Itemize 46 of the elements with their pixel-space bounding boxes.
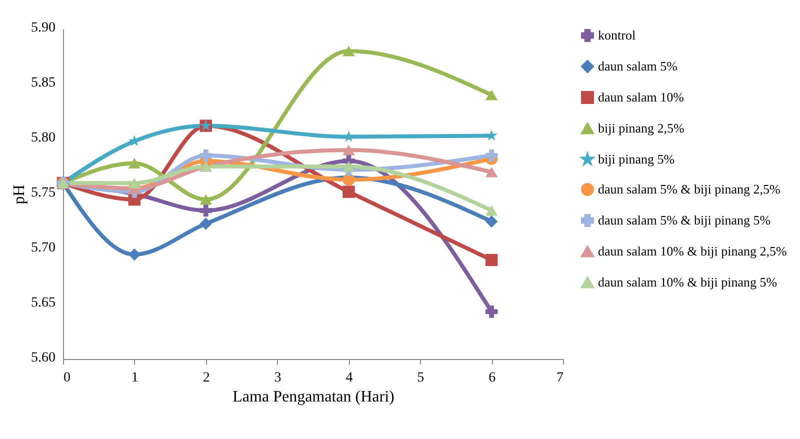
point [485, 254, 498, 266]
y-tick-label: 5.90 [31, 20, 56, 36]
point [128, 178, 141, 188]
x-axis-title: Lama Pengamatan (Hari) [232, 388, 394, 406]
point [485, 205, 498, 216]
y-axis-title: pH [11, 184, 28, 204]
x-tick-label: 7 [556, 370, 564, 386]
point [342, 46, 355, 56]
x-tick-label: 5 [417, 370, 424, 386]
point [342, 186, 355, 198]
y-tick-label: 5.75 [31, 186, 56, 200]
legend-label: daun salam 10% & biji pinang 5% [598, 274, 778, 290]
point [342, 161, 355, 172]
legend-label: daun salam 10% & biji pinang 2,5% [598, 244, 787, 258]
y-tick-label: 5.80 [31, 130, 56, 146]
point [200, 194, 212, 205]
x-tick-label: 1 [131, 370, 138, 386]
legend-label: daun salam 5% & biji pinang 5% [598, 212, 771, 228]
legend-label: biji pinang 5% [598, 152, 675, 166]
point [342, 144, 355, 156]
point [200, 204, 212, 217]
point [485, 215, 498, 228]
point [342, 174, 355, 186]
y-tick-label: 5.70 [31, 240, 56, 256]
legend-label: daun salam 5% [598, 58, 678, 74]
point [128, 158, 141, 169]
point [200, 149, 212, 162]
x-tick-label: 4 [346, 370, 353, 386]
point [486, 130, 498, 141]
legend-label: biji pinang 2,5% [598, 120, 684, 136]
point [485, 306, 498, 318]
y-tick-label: 5.65 [31, 296, 56, 310]
legend-label: daun salam 10% [598, 90, 684, 104]
x-tick-label: 3 [274, 370, 282, 386]
legend-label: kontrol [598, 28, 636, 42]
x-tick-label: 6 [488, 370, 496, 386]
legend-label: daun salam 5% & biji pinang 2,5% [598, 182, 780, 196]
point [485, 166, 498, 178]
y-tick-label: 5.60 [31, 350, 56, 366]
point [342, 130, 355, 142]
x-tick-label: 0 [64, 370, 70, 386]
point [485, 90, 498, 100]
point [485, 149, 498, 162]
point [200, 218, 212, 230]
x-tick-label: 2 [202, 370, 210, 386]
y-tick-label: 5.85 [31, 76, 56, 90]
